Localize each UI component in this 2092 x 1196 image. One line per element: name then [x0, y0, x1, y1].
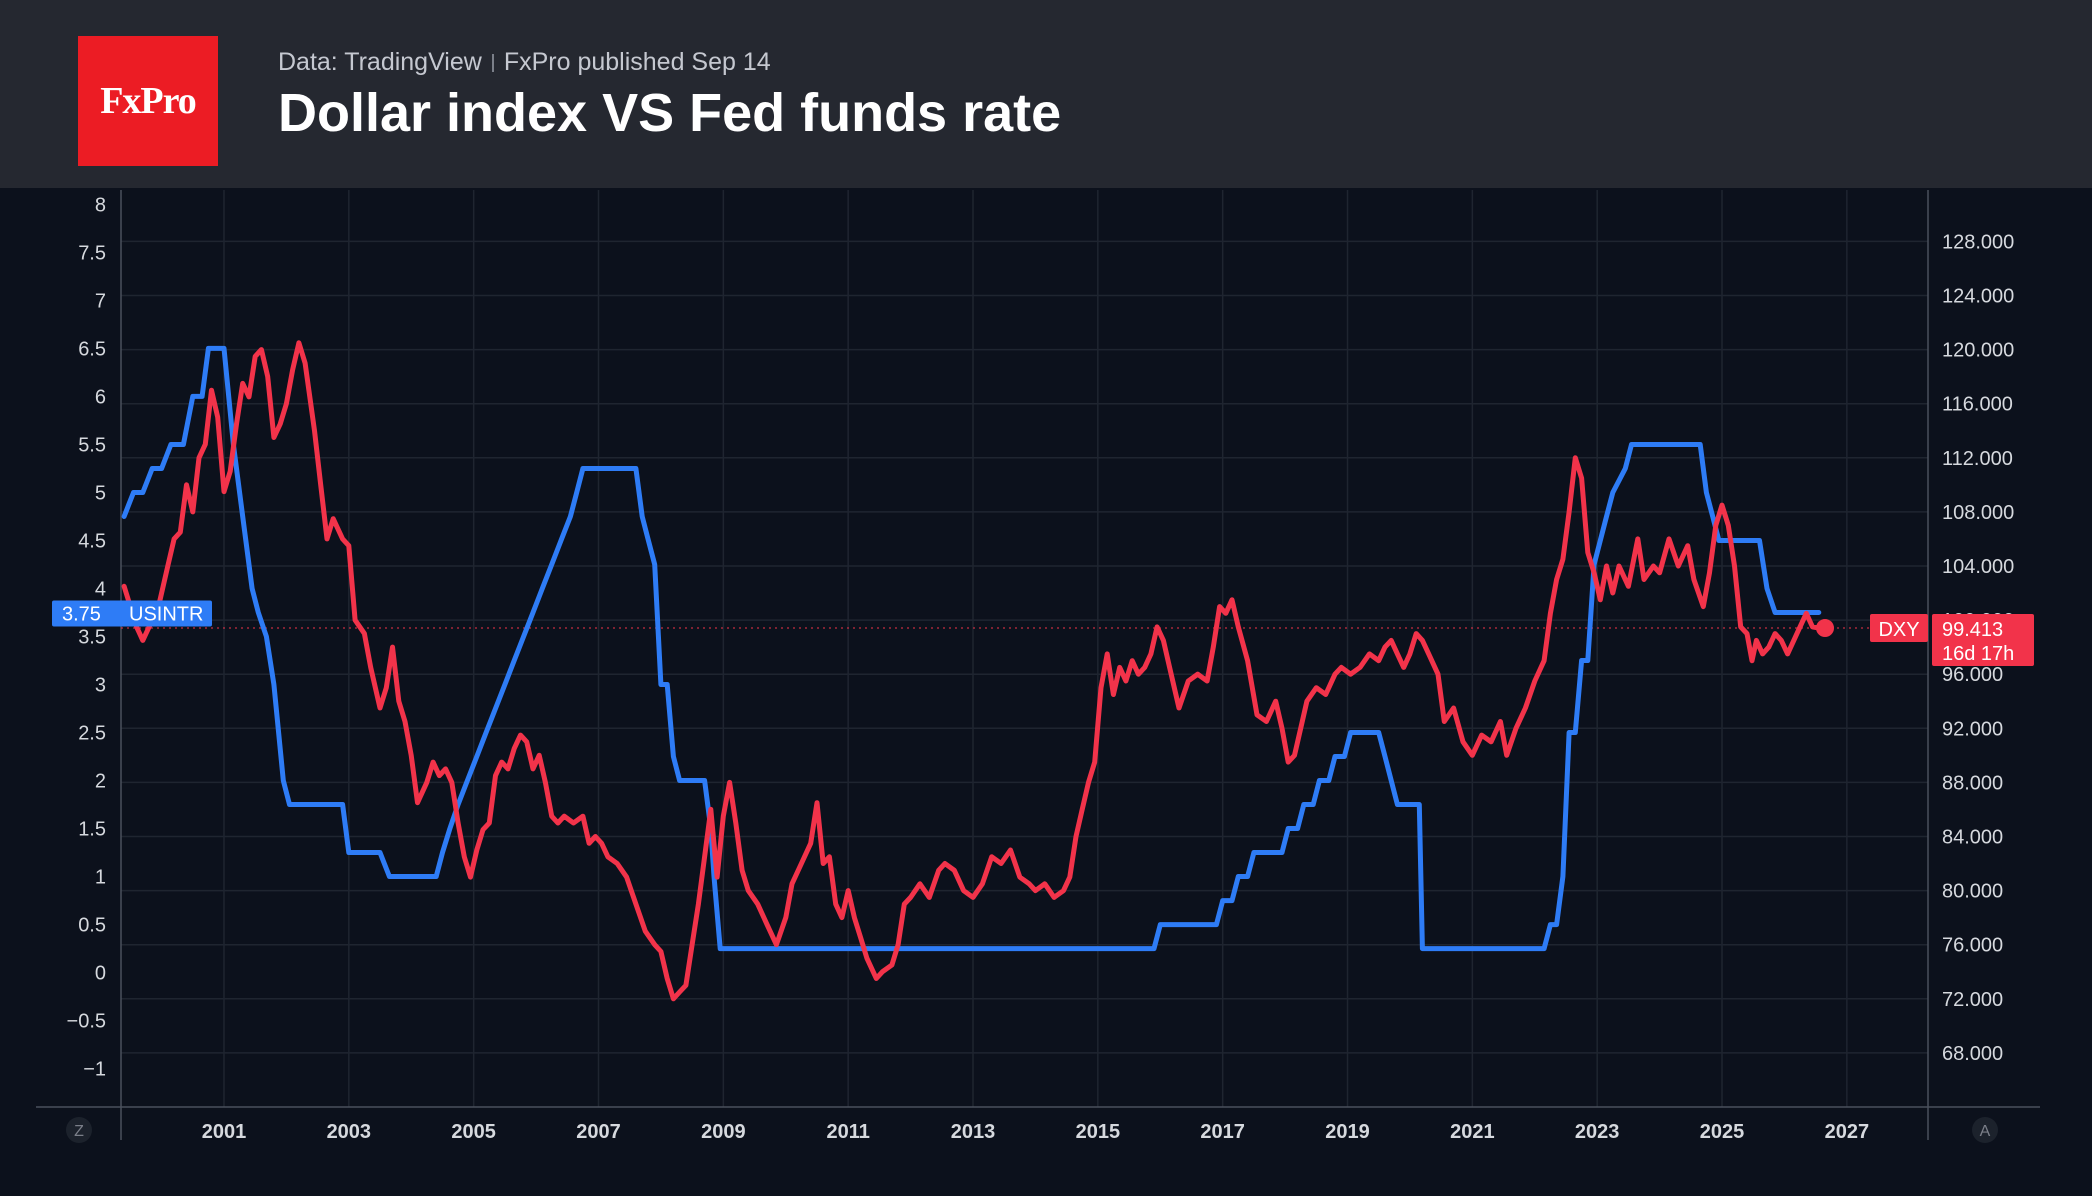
right-tick-label: 92.000 [1942, 718, 2003, 740]
left-tick-label: 4.5 [78, 530, 106, 552]
right-tick-label: 80.000 [1942, 881, 2003, 903]
dxy-badge-countdown: 16d 17h [1942, 643, 2014, 665]
right-tick-label: 128.000 [1942, 231, 2014, 253]
x-tick-label: 2003 [327, 1121, 372, 1143]
x-tick-label: 2023 [1575, 1121, 1620, 1143]
right-axis-ticks: 128.000 124.000 120.000 116.000 112.000 108.0… [1942, 231, 2014, 1065]
plot-area [121, 190, 1928, 1107]
corner-button-right[interactable]: A [1972, 1117, 1998, 1143]
x-axis-ticks: 2001 2003 2005 2007 2009 2011 2013 2015 2017 2019… [202, 1121, 1869, 1143]
left-tick-label: −1 [83, 1059, 106, 1081]
fxpro-logo: FxPro [78, 36, 218, 166]
x-tick-label: 2019 [1325, 1121, 1370, 1143]
left-tick-label: 7 [95, 290, 106, 312]
corner-left-label: Z [74, 1123, 84, 1140]
left-tick-label: 8 [95, 194, 106, 216]
left-tick-label: 5 [95, 482, 106, 504]
grid-lines [121, 190, 1928, 1107]
left-tick-label: 6.5 [78, 338, 106, 360]
right-tick-label: 108.000 [1942, 502, 2014, 524]
left-tick-label: 4 [95, 578, 106, 600]
corner-button-left[interactable]: Z [66, 1117, 92, 1143]
x-tick-label: 2017 [1200, 1121, 1245, 1143]
left-tick-label: 5.5 [78, 434, 106, 456]
dxy-badge-value: 99.413 [1942, 619, 2003, 641]
chart-axes [36, 190, 2040, 1140]
left-axis-ticks: 8 7.5 7 6.5 6 5.5 5 4.5 4 3.5 3 2.5 2 1.5 1 0.5 0 −0.5 −1 [67, 194, 106, 1080]
chart-header: FxPro Data: TradingView FxPro published … [0, 0, 2092, 188]
left-tick-label: 7.5 [78, 242, 106, 264]
usintr-badge-name: USINTR [129, 603, 203, 625]
x-tick-label: 2005 [451, 1121, 496, 1143]
left-tick-label: 3 [95, 675, 106, 697]
left-tick-label: 2 [95, 771, 106, 793]
x-tick-label: 2009 [701, 1121, 746, 1143]
series-layer [121, 340, 1835, 1002]
x-tick-label: 2013 [951, 1121, 996, 1143]
dxy-badge-name-bg [1870, 614, 1928, 643]
x-tick-label: 2001 [202, 1121, 247, 1143]
right-tick-label: 120.000 [1942, 340, 2014, 362]
left-tick-label: 0 [95, 963, 106, 985]
right-tick-label: 68.000 [1942, 1043, 2003, 1065]
data-source: Data: TradingView [278, 48, 482, 76]
x-tick-label: 2007 [576, 1121, 621, 1143]
left-tick-label: 1.5 [78, 819, 106, 841]
published-info: FxPro published Sep 14 [503, 48, 771, 76]
left-tick-label: 0.5 [78, 915, 106, 937]
usintr-badge-bg [52, 600, 212, 627]
left-tick-label: 1 [95, 867, 106, 889]
right-tick-label: 112.000 [1942, 448, 2013, 470]
x-tick-label: 2027 [1825, 1121, 1870, 1143]
left-tick-label: 2.5 [78, 723, 106, 745]
dxy-badge-name: DXY [1878, 619, 1919, 641]
separator [491, 53, 494, 72]
x-tick-label: 2015 [1076, 1121, 1121, 1143]
left-tick-label: 6 [95, 386, 106, 408]
right-tick-label: 72.000 [1942, 989, 2003, 1011]
right-tick-label: 84.000 [1942, 826, 2003, 848]
right-tick-label: 124.000 [1942, 285, 2014, 307]
chart-subtitle: Data: TradingView FxPro published Sep 14 [278, 48, 771, 77]
usintr-badge-value: 3.75 [62, 603, 101, 625]
right-tick-label: 88.000 [1942, 772, 2003, 794]
dxy-line [121, 340, 1828, 1002]
dxy-last-point [1816, 619, 1835, 638]
x-tick-label: 2021 [1450, 1121, 1495, 1143]
usintr-line [121, 345, 1822, 952]
dxy-badge-value-bg [1932, 614, 2034, 667]
left-tick-label: 3.5 [78, 626, 106, 648]
right-tick-label: 76.000 [1942, 935, 2003, 957]
x-tick-label: 2011 [826, 1121, 869, 1143]
chart-title: Dollar index VS Fed funds rate [278, 83, 1062, 143]
right-tick-label: 104.000 [1942, 556, 2014, 578]
corner-right-label: A [1980, 1123, 1991, 1140]
right-tick-label: 96.000 [1942, 664, 2003, 686]
x-tick-label: 2025 [1700, 1121, 1745, 1143]
left-tick-label: −0.5 [67, 1011, 106, 1033]
right-tick-label: 116.000 [1942, 394, 2013, 416]
